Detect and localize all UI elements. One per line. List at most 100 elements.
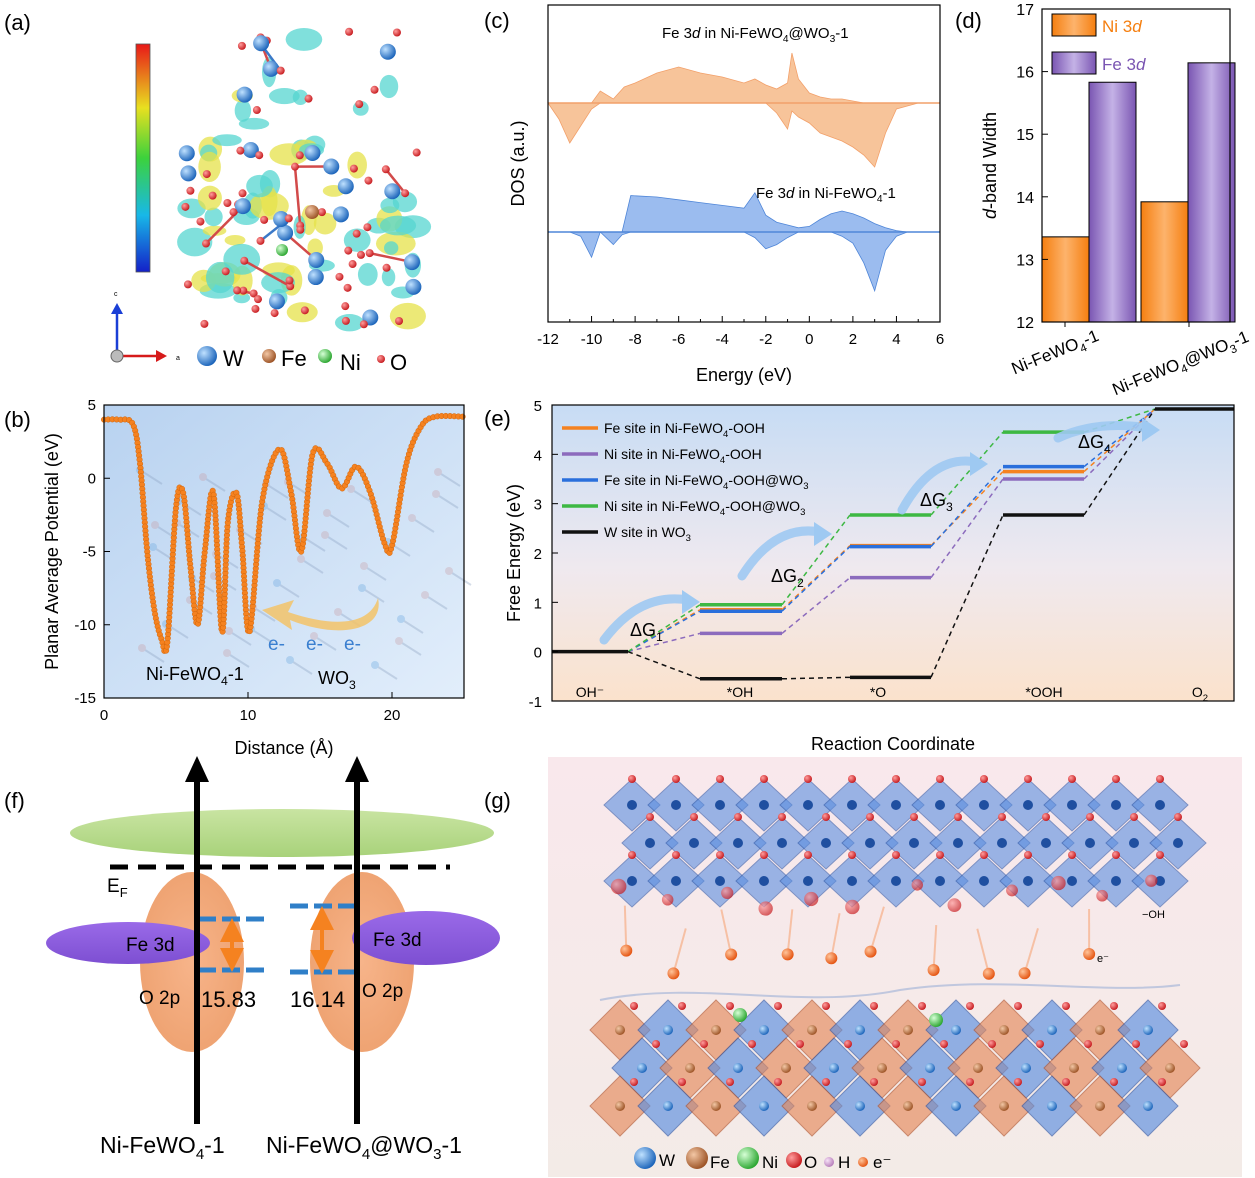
- ni-atom: [929, 1013, 943, 1027]
- atom: [434, 468, 442, 476]
- o-atom: [672, 851, 680, 859]
- o-atom: [760, 851, 768, 859]
- o-atom: [1110, 1002, 1118, 1010]
- o-atom: [1156, 775, 1164, 783]
- w-atom: [997, 838, 1007, 848]
- atom: [297, 555, 305, 563]
- energy-arrow-left-icon: [185, 756, 209, 782]
- o-atom: [183, 280, 192, 289]
- isosurface-lobe: [212, 134, 242, 147]
- atom: [432, 490, 440, 498]
- o-atom: [748, 1040, 756, 1048]
- atom: [371, 661, 379, 669]
- o-atom: [892, 851, 900, 859]
- legend-label: Ni site in Ni-FeWO4-OOH@WO3: [604, 498, 805, 518]
- legend-label: W site in WO3: [604, 524, 691, 544]
- metal-atom: [925, 1063, 935, 1073]
- o-atom: [866, 813, 874, 821]
- o-atom: [249, 289, 258, 298]
- o-atom: [966, 1078, 974, 1086]
- connector-line: [930, 478, 1004, 579]
- w-atom: [379, 43, 396, 60]
- y-tick-label: 13: [1016, 252, 1034, 269]
- w-atom: [1155, 876, 1165, 886]
- o-atom: [822, 1078, 830, 1086]
- o-atom: [1014, 1078, 1022, 1086]
- o-atom: [848, 775, 856, 783]
- o-atom: [760, 775, 768, 783]
- legend-label: Fe 3d: [1102, 55, 1146, 74]
- o-atom: [1112, 851, 1120, 859]
- o-atom: [940, 1040, 948, 1048]
- bond: [252, 606, 276, 622]
- atom-legend-a: W Fe Ni O: [197, 346, 407, 375]
- o-atom: [363, 223, 372, 232]
- o2p-right-label: O 2p: [362, 981, 403, 1002]
- connector-line: [1083, 408, 1156, 473]
- oh-group: [804, 891, 819, 907]
- delta-arrow-icon: [1053, 421, 1153, 443]
- y-tick-label: 0: [88, 470, 96, 487]
- o-atom: [1158, 1002, 1166, 1010]
- w-atom: [277, 224, 294, 241]
- x-tick-label: 4: [892, 331, 900, 348]
- connector-line: [930, 514, 1004, 678]
- o-atom: [822, 1002, 830, 1010]
- fe3d-left-ellipse: [46, 922, 210, 964]
- w-atom: [759, 800, 769, 810]
- o-atom: [186, 186, 195, 195]
- w-atom: [671, 800, 681, 810]
- o-atom: [804, 851, 812, 859]
- w-atom: [273, 211, 290, 228]
- free-energy-chart: ΔG1 ΔG2 ΔG3 ΔG4 OH⁻ *OH *O *OOH O2 Fe site in Ni-…: [504, 398, 1235, 754]
- bond: [228, 630, 252, 646]
- connector-line: [627, 650, 701, 680]
- oh-group: [1096, 889, 1108, 902]
- atom: [321, 531, 329, 539]
- o-atom: [628, 851, 636, 859]
- electron: [1083, 948, 1096, 961]
- o-atom: [918, 1002, 926, 1010]
- fe-atom: [305, 205, 319, 219]
- isosurface-lobe: [357, 263, 378, 286]
- o-atom: [1014, 1002, 1022, 1010]
- isosurface-lobe: [334, 314, 365, 332]
- panel-d: (d) 12 13 14 15 16 17 Ni 3d Fe 3d Ni-FeWO4-1Ni-F…: [955, 2, 1251, 399]
- legend-ni: Ni: [340, 350, 361, 375]
- connector-line: [781, 577, 851, 634]
- o-atom: [1036, 1040, 1044, 1048]
- metal-atom: [903, 1025, 913, 1035]
- electron-trail: [672, 928, 687, 974]
- isosurface-lobe: [343, 228, 371, 252]
- metal-atom: [807, 1101, 817, 1111]
- electron: [927, 964, 940, 977]
- metal-atom: [711, 1101, 721, 1111]
- bond: [226, 652, 250, 668]
- fe3d-left-label: Fe 3d: [126, 935, 175, 956]
- o-atom: [778, 813, 786, 821]
- o-atom: [349, 164, 358, 173]
- o-atom: [1024, 775, 1032, 783]
- metal-atom: [663, 1101, 673, 1111]
- electron-trail: [976, 928, 990, 975]
- conduction-band-ellipse: [70, 809, 494, 857]
- panel-a: (a) c a W Fe Ni O: [4, 10, 432, 375]
- o-atom: [1084, 1040, 1092, 1048]
- w-atom: [1111, 876, 1121, 886]
- isosurface-lobe: [246, 174, 273, 198]
- o-atom: [304, 94, 313, 103]
- o-atom: [844, 1040, 852, 1048]
- w-atom: [777, 838, 787, 848]
- panel-label-b: (b): [4, 407, 31, 432]
- o-atom: [201, 239, 210, 248]
- series-label-0: Fe 3d in Ni-FeWO4@WO3-1: [662, 25, 849, 45]
- charge-density-structure: [177, 27, 432, 332]
- w-atom: [1067, 876, 1077, 886]
- bond: [400, 618, 424, 634]
- connector-line: [627, 610, 701, 653]
- x-category-label-0: Ni-FeWO4-1: [1009, 326, 1103, 382]
- atom: [199, 473, 207, 481]
- o-atom: [690, 813, 698, 821]
- legend-fe: Fe: [281, 346, 307, 371]
